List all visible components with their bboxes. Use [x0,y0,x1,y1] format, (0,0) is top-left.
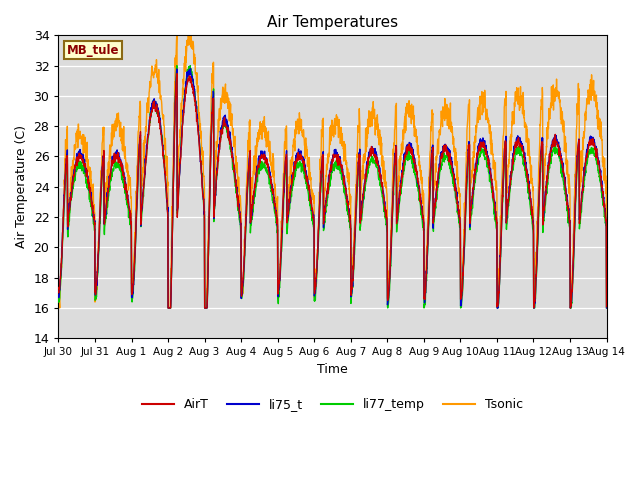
Title: Air Temperatures: Air Temperatures [267,15,398,30]
Legend: AirT, li75_t, li77_temp, Tsonic: AirT, li75_t, li77_temp, Tsonic [138,393,527,416]
Y-axis label: Air Temperature (C): Air Temperature (C) [15,125,28,248]
Text: MB_tule: MB_tule [67,44,119,57]
X-axis label: Time: Time [317,363,348,376]
